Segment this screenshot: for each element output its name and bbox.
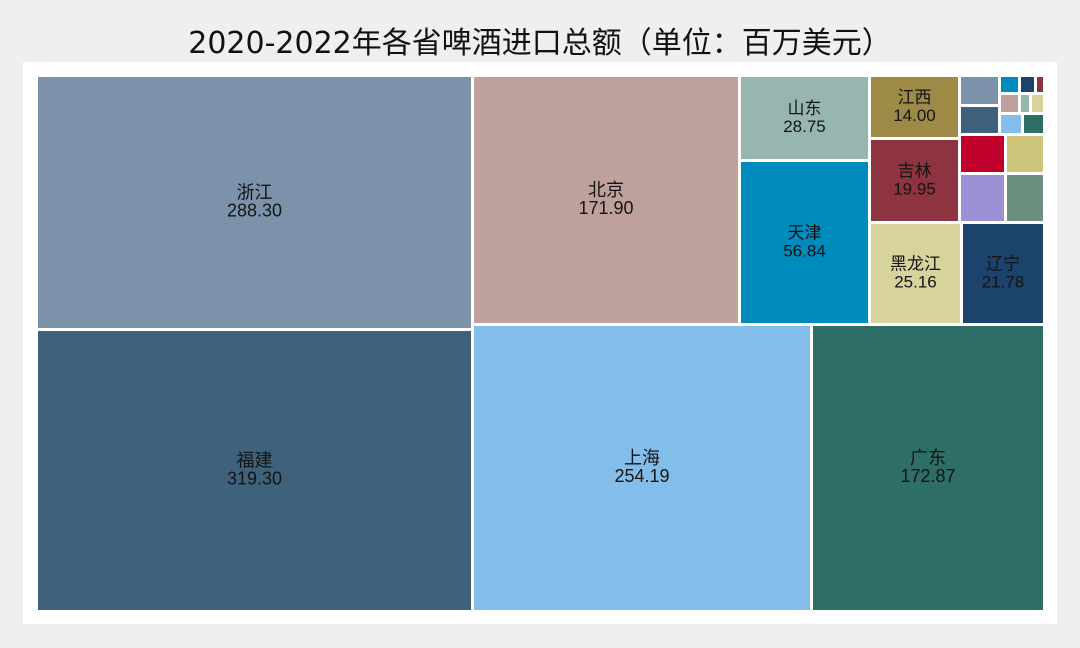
tile-name-label-9: 吉林 <box>898 162 932 181</box>
treemap-tile-2 <box>474 326 810 610</box>
tile-name-label-7: 黑龙江 <box>890 255 941 274</box>
tile-value-label-6: 28.75 <box>783 117 826 136</box>
treemap-tile-5 <box>741 162 868 323</box>
tile-name-label-5: 天津 <box>788 224 822 243</box>
small-tile-8 <box>1001 115 1021 133</box>
tile-name-label-3: 广东 <box>910 448 946 468</box>
treemap-tile-8 <box>963 224 1043 323</box>
small-tile-3 <box>1037 77 1043 92</box>
tile-value-label-7: 25.16 <box>894 273 937 292</box>
treemap-tile-1 <box>38 77 471 328</box>
treemap-tile-0 <box>38 331 471 610</box>
small-tile-1 <box>1001 77 1018 92</box>
treemap-tile-4 <box>474 77 738 323</box>
treemap-tile-6 <box>741 77 868 159</box>
tile-name-label-4: 北京 <box>588 180 624 200</box>
tile-value-label-1: 288.30 <box>227 201 282 221</box>
tile-value-label-3: 172.87 <box>900 466 955 486</box>
treemap-tile-3 <box>813 326 1043 610</box>
small-tile-10 <box>961 136 1004 172</box>
tile-value-label-9: 19.95 <box>893 180 936 199</box>
tile-name-label-1: 浙江 <box>237 183 273 203</box>
small-tile-13 <box>1007 175 1043 221</box>
small-tile-6 <box>1032 95 1043 112</box>
treemap-tile-9 <box>871 140 958 221</box>
small-tile-2 <box>1021 77 1034 92</box>
small-tile-11 <box>1007 136 1043 172</box>
tile-value-label-2: 254.19 <box>614 466 669 486</box>
tile-value-label-0: 319.30 <box>227 469 282 489</box>
small-tile-4 <box>1001 95 1018 112</box>
tile-name-label-0: 福建 <box>237 451 273 471</box>
tile-value-label-4: 171.90 <box>578 198 633 218</box>
chart-title: 2020-2022年各省啤酒进口总额（单位：百万美元） <box>188 26 892 61</box>
small-tile-9 <box>1024 115 1043 133</box>
tile-value-label-10: 14.00 <box>893 106 936 125</box>
tile-value-label-8: 21.78 <box>982 273 1025 292</box>
tile-name-label-2: 上海 <box>624 448 660 468</box>
tile-name-label-6: 山东 <box>788 99 822 118</box>
treemap-tile-7 <box>871 224 960 323</box>
small-tile-5 <box>1021 95 1029 112</box>
tile-name-label-10: 江西 <box>898 88 932 107</box>
tile-name-label-8: 辽宁 <box>986 255 1020 274</box>
small-tile-0 <box>961 77 998 104</box>
small-tile-12 <box>961 175 1004 221</box>
tile-value-label-5: 56.84 <box>783 242 826 261</box>
treemap-tile-10 <box>871 77 958 137</box>
small-tile-7 <box>961 107 998 133</box>
chart-panel: 福建 319.30 浙江 288.30 上海 254.19 广东 172.87 北京 171.90… <box>23 62 1057 624</box>
